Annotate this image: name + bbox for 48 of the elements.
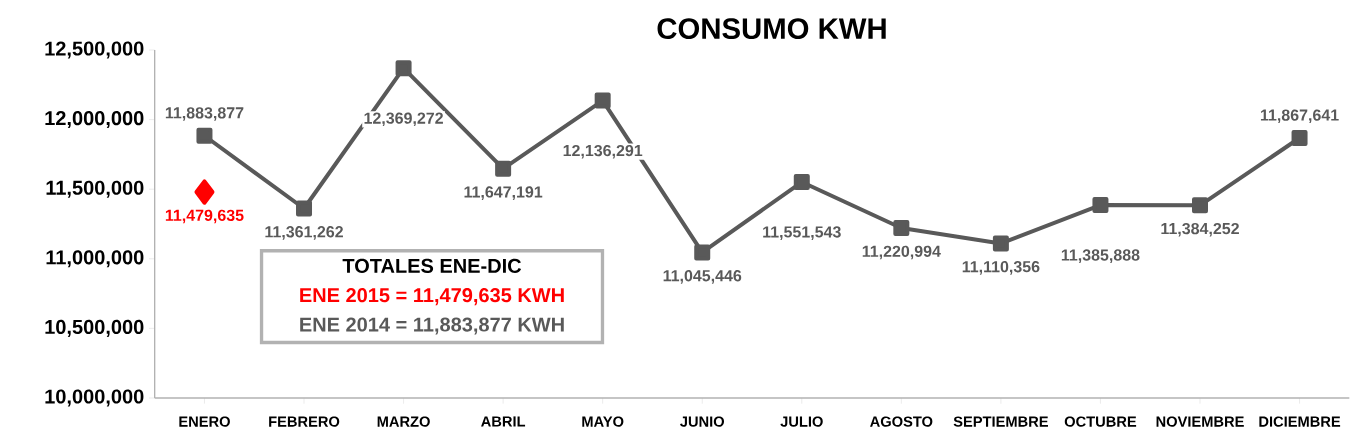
chart-title: CONSUMO KWH	[657, 18, 886, 40]
data-label: 12,136,291	[563, 144, 643, 159]
point	[1192, 197, 1208, 214]
annotation: ENE 2015 = 11,479,635 KWH	[300, 288, 564, 306]
y-tick-label: 11,500,000	[46, 180, 144, 198]
point	[194, 179, 215, 205]
data-label: 11,551,543	[763, 226, 841, 240]
annotation: ENE 2014 = 11,883,877 KWH	[300, 317, 564, 335]
data-label: 11,867,641	[1260, 109, 1339, 124]
y-tick-label: 10,000,000	[45, 389, 144, 407]
data-label: 11,384,252	[1161, 222, 1239, 237]
point	[196, 127, 213, 144]
data-label: 11,110,356	[962, 261, 1040, 275]
data-label: 11,045,446	[663, 270, 742, 284]
x-tick-label: MARZO	[377, 416, 430, 427]
point	[594, 92, 611, 109]
point	[395, 60, 412, 77]
x-tick-label: DICIEMBRE	[1259, 416, 1341, 427]
x-tick-label: MAYO	[582, 416, 624, 427]
x-tick-label: SEPTIEMBRE	[953, 416, 1048, 427]
point	[1092, 197, 1109, 214]
point	[296, 200, 313, 217]
x-tick-label: ENERO	[179, 416, 230, 427]
x-tick-label: JUNIO	[680, 416, 725, 427]
data-label: 11,647,191	[464, 186, 543, 200]
data-label: 11,883,877	[165, 107, 244, 121]
x-tick-label: ABRIL	[481, 416, 526, 427]
data-label: 11,385,888	[1061, 249, 1140, 263]
point	[1291, 130, 1308, 147]
x-tick-label: OCTUBRE	[1064, 416, 1137, 427]
point	[495, 160, 512, 177]
point	[694, 244, 711, 261]
data-label: 11,220,994	[862, 245, 941, 260]
data-label: 11,479,635	[165, 209, 244, 224]
point	[992, 235, 1009, 252]
data-label: 11,361,262	[265, 226, 343, 240]
x-tick-label: JULIO	[780, 416, 823, 427]
x-tick-label: FEBRERO	[269, 416, 340, 427]
point	[793, 174, 810, 191]
y-tick-label: 10,500,000	[45, 319, 144, 337]
point	[893, 220, 910, 237]
y-tick-label: 12,000,000	[45, 111, 144, 129]
y-tick-label: 12,500,000	[45, 41, 144, 59]
data-label: 12,369,272	[364, 112, 443, 127]
x-tick-label: NOVIEMBRE	[1156, 416, 1244, 427]
annotation: TOTALES ENE-DIC	[342, 258, 522, 273]
y-tick-label: 11,000,000	[46, 250, 144, 268]
x-tick-label: AGOSTO	[870, 416, 933, 427]
